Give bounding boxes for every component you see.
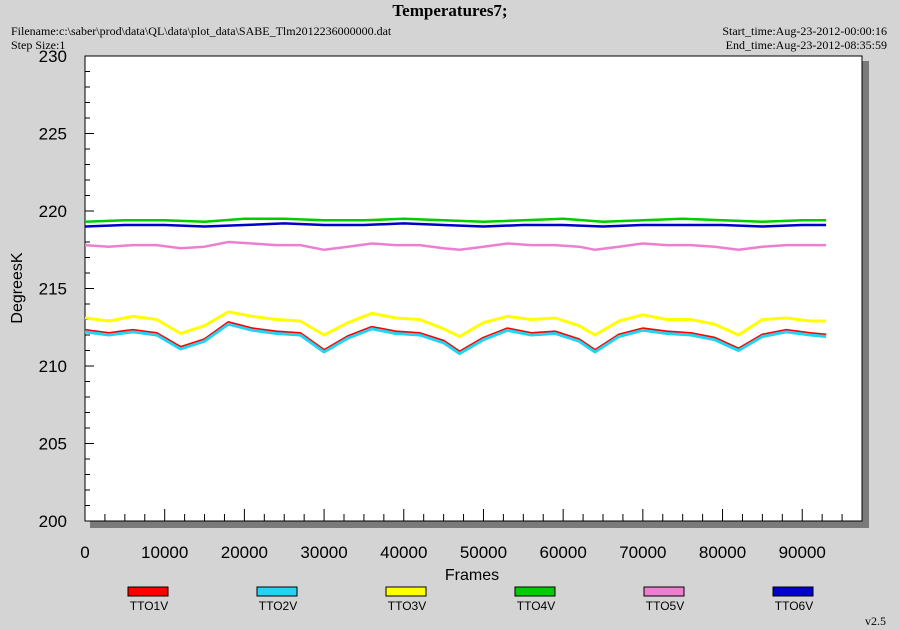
series-lines — [84, 217, 827, 356]
x-tick-label: 80000 — [699, 543, 746, 562]
x-tick-label: 30000 — [300, 543, 347, 562]
x-tick-label: 90000 — [779, 543, 826, 562]
x-axis-label: Frames — [445, 567, 499, 584]
series-line-tto2v — [84, 322, 827, 356]
x-tick-label: 60000 — [540, 543, 587, 562]
legend-swatch-tto1v — [127, 586, 169, 597]
legend-label-tto2v: TTO2V — [259, 599, 297, 613]
legend-label-tto4v: TTO4V — [517, 599, 555, 613]
y-tick-labels: 200 205 210 215 220 225 230 — [39, 47, 67, 531]
legend-label-tto5v: TTO5V — [646, 599, 684, 613]
series-line-tto4v — [84, 217, 827, 224]
legend-swatch-tto5v — [643, 586, 685, 597]
x-tick-label: 10000 — [141, 543, 188, 562]
x-tick-label: 20000 — [221, 543, 268, 562]
x-tick-labels: 0 10000 20000 30000 40000 50000 60000 70000 8000… — [80, 543, 826, 562]
plot-area — [84, 55, 863, 522]
y-tick-label: 200 — [39, 512, 67, 531]
x-tick-label: 40000 — [380, 543, 427, 562]
step-size-label: Step Size:1 — [11, 38, 66, 52]
y-tick-label: 220 — [39, 202, 67, 221]
legend-swatch-tto2v — [256, 586, 298, 597]
y-tick-label: 230 — [39, 47, 67, 66]
series-line-tto3v — [84, 310, 827, 338]
x-tick-label: 70000 — [619, 543, 666, 562]
start-time-label: Start_time:Aug-23-2012-00:00:16 — [722, 24, 887, 38]
legend-label-tto6v: TTO6V — [775, 599, 813, 613]
legend-label-tto1v: TTO1V — [130, 599, 168, 613]
y-tick-label: 205 — [39, 435, 67, 454]
x-tick-label: 0 — [80, 543, 89, 562]
end-time-label: End_time:Aug-23-2012-08:35:59 — [725, 38, 887, 52]
legend-swatch-tto3v — [385, 586, 427, 597]
chart-title: Temperatures7; — [392, 1, 508, 20]
x-tick-label: 50000 — [460, 543, 507, 562]
y-axis-label: DegreesK — [9, 252, 26, 323]
series-line-tto5v — [84, 240, 827, 252]
legend-label-tto3v: TTO3V — [388, 599, 426, 613]
legend: TTO1V TTO2V TTO3V TTO4V TTO5V TTO6V — [127, 586, 814, 613]
legend-swatch-tto4v — [514, 586, 556, 597]
y-tick-label: 225 — [39, 125, 67, 144]
y-tick-label: 215 — [39, 280, 67, 299]
filename-label: Filename:c:\saber\prod\data\QL\data\plot… — [11, 24, 392, 38]
y-tick-label: 210 — [39, 357, 67, 376]
series-line-tto6v — [84, 222, 827, 228]
axis-ticks — [84, 55, 863, 522]
legend-swatch-tto6v — [772, 586, 814, 597]
version-label: v2.5 — [865, 614, 886, 628]
